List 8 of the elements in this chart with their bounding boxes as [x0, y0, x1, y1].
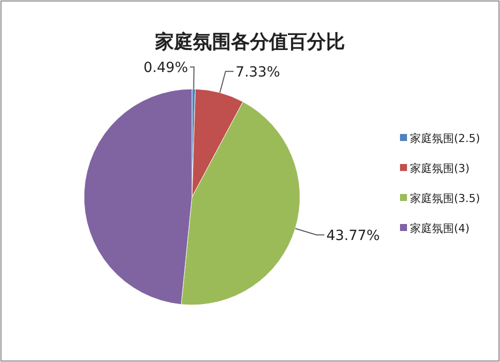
legend-label: 家庭氛围(3)	[410, 162, 470, 175]
legend-label: 家庭氛围(3.5)	[410, 192, 480, 205]
chart-title: 家庭氛围各分值百分比	[154, 31, 345, 53]
data-label: 7.33%	[236, 64, 280, 80]
legend-label: 家庭氛围(2.5)	[410, 132, 480, 145]
data-label: 43.77%	[326, 228, 380, 244]
legend-label: 家庭氛围(4)	[410, 222, 470, 235]
data-label: 0.49%	[144, 60, 188, 76]
